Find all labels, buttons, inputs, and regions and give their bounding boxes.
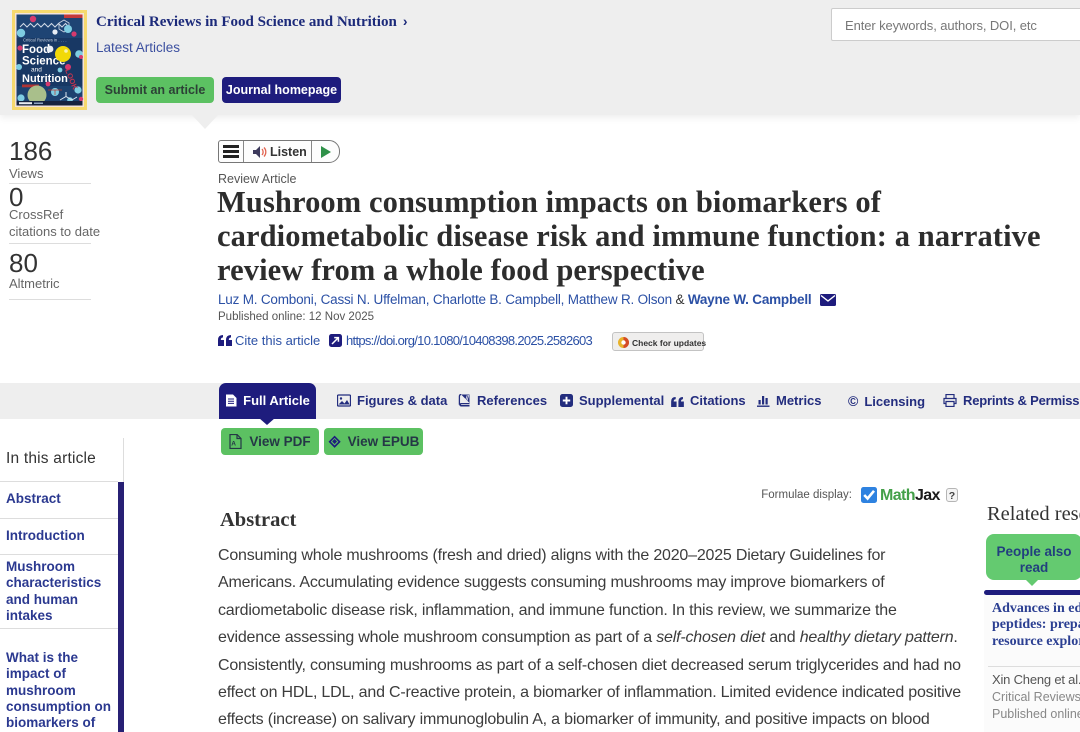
svg-text:Science: Science bbox=[22, 56, 65, 68]
svg-text:Critical Reviews in . . . .: Critical Reviews in . . . . bbox=[23, 38, 67, 43]
svg-text:Food: Food bbox=[22, 44, 50, 56]
svg-text:and: and bbox=[31, 67, 42, 74]
svg-text:A: A bbox=[232, 441, 237, 448]
svg-text:Nutrition: Nutrition bbox=[22, 73, 68, 85]
